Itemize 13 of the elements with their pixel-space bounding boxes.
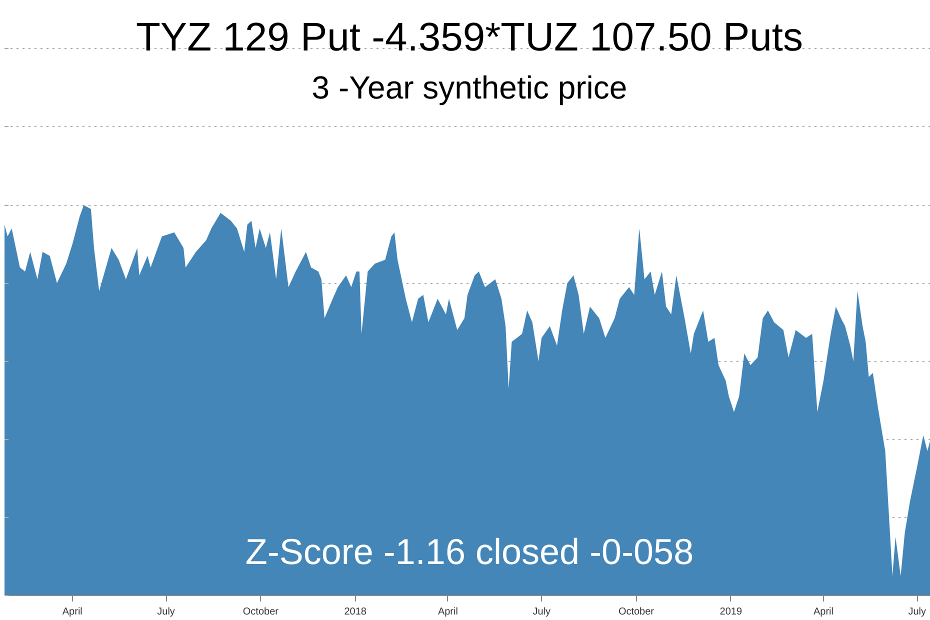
x-tick-label: July	[908, 606, 926, 618]
chart-subtitle: 3 -Year synthetic price	[312, 70, 628, 106]
x-tick-label: October	[242, 606, 280, 618]
chart-title: TYZ 129 Put -4.359*TUZ 107.50 Puts	[136, 16, 804, 60]
x-tick-label: 2019	[720, 606, 742, 618]
x-tick-label: July	[157, 606, 175, 618]
x-tick-label: July	[532, 606, 550, 618]
annotation: Z-Score -1.16 closed -0-058	[245, 531, 694, 572]
x-tick-label: October	[618, 606, 655, 618]
x-tick-label: April	[813, 606, 834, 618]
x-tick-label: April	[438, 606, 458, 618]
x-tick-label: April	[62, 606, 82, 618]
x-tick-label: 2018	[344, 606, 367, 618]
